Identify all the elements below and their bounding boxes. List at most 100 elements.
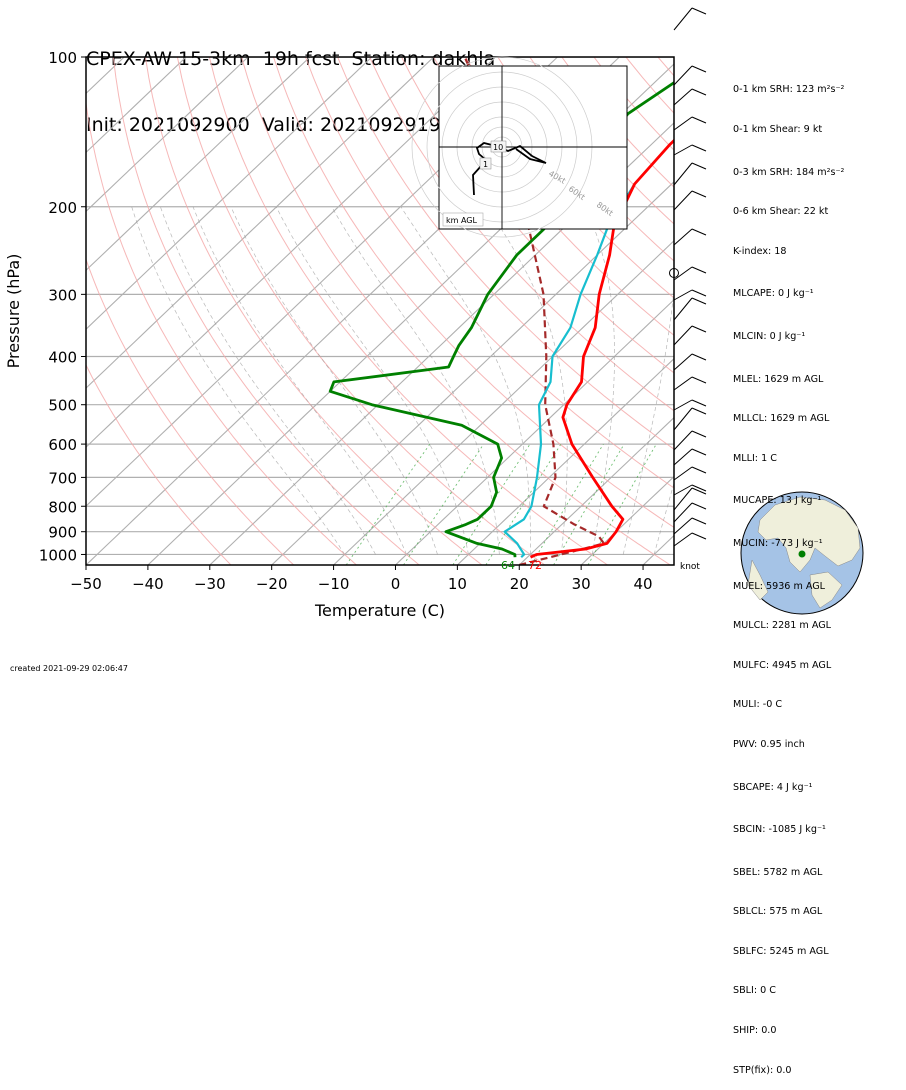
x-tick-label: −30 xyxy=(194,575,226,593)
param-mlcin: MLCIN: 0 J kg⁻¹ xyxy=(733,330,844,343)
wind-barb-flag xyxy=(692,488,706,494)
wind-barb-shaft xyxy=(674,488,692,510)
wind-barb-flag xyxy=(692,408,706,414)
wind-barb xyxy=(674,377,706,390)
param-srh-01: 0-1 km SRH: 123 m²s⁻² xyxy=(733,83,844,96)
wind-barb-shaft xyxy=(674,145,692,155)
param-mucin: MUCIN: -773 J kg⁻¹ xyxy=(733,537,844,550)
y-tick-label: 800 xyxy=(48,498,77,516)
wind-unit-label: knot xyxy=(680,562,700,572)
moist-adiabat-line xyxy=(332,207,500,555)
y-tick-label: 400 xyxy=(48,349,77,367)
wind-barb-flag xyxy=(692,117,706,123)
param-mlcape: MLCAPE: 0 J kg⁻¹ xyxy=(733,287,844,300)
wind-barb-flag xyxy=(692,467,706,473)
param-sbel: SBEL: 5782 m AGL xyxy=(733,866,844,879)
x-tick-label: −10 xyxy=(318,575,350,593)
param-mucape: MUCAPE: 13 J kg⁻¹ xyxy=(733,494,844,507)
wind-barb xyxy=(674,8,706,30)
param-sbcin: SBCIN: -1085 J kg⁻¹ xyxy=(733,823,844,836)
wind-barb-flag xyxy=(692,163,706,169)
surface-temperature-label: 72 xyxy=(528,559,542,572)
y-tick-label: 900 xyxy=(48,524,77,542)
param-muli: MULI: -0 C xyxy=(733,698,844,711)
wind-barb xyxy=(674,431,706,450)
y-tick-label: 1000 xyxy=(39,546,77,564)
wind-barb-shaft xyxy=(674,8,692,30)
param-sblcl: SBLCL: 575 m AGL xyxy=(733,905,844,918)
y-tick-label: 100 xyxy=(48,49,77,67)
isotherm-line xyxy=(0,57,310,565)
wind-barb-shaft xyxy=(674,229,692,245)
wind-barb-flag xyxy=(692,298,706,304)
wind-barb-flag xyxy=(692,290,706,296)
mixing-ratio-line xyxy=(404,444,484,565)
wind-barb xyxy=(674,354,706,370)
wind-barb-shaft xyxy=(674,117,692,130)
wind-barb xyxy=(674,89,706,105)
x-tick-label: −40 xyxy=(132,575,164,593)
param-mlli: MLLI: 1 C xyxy=(733,452,844,465)
param-ship: SHIP: 0.0 xyxy=(733,1024,844,1037)
wind-barb xyxy=(674,145,706,155)
wind-barb xyxy=(674,298,706,320)
wind-barb-shaft xyxy=(674,290,692,300)
param-muel: MUEL: 5936 m AGL xyxy=(733,580,844,593)
param-k-index: K-index: 18 xyxy=(733,245,844,258)
wind-barb-shaft xyxy=(674,89,692,105)
x-tick-label: 30 xyxy=(572,575,591,593)
wind-barb-shaft xyxy=(674,503,692,522)
wind-barb xyxy=(674,163,706,185)
wind-barb xyxy=(674,290,706,300)
wind-barb-shaft xyxy=(674,298,692,320)
wind-barb-shaft xyxy=(674,354,692,370)
wind-barb-flag xyxy=(692,431,706,437)
wind-barb-flag xyxy=(692,89,706,95)
parameter-list: 0-1 km SRH: 123 m²s⁻² 0-1 km Shear: 9 kt… xyxy=(733,57,844,1090)
param-shear-06: 0-6 km Shear: 22 kt xyxy=(733,205,844,218)
param-mulfc: MULFC: 4945 m AGL xyxy=(733,659,844,672)
wind-barb-shaft xyxy=(674,533,692,546)
wind-barb-shaft xyxy=(674,400,692,410)
param-shear-01: 0-1 km Shear: 9 kt xyxy=(733,123,844,136)
wind-barb-flag xyxy=(692,326,706,332)
wind-barb-shaft xyxy=(674,191,692,210)
y-tick-label: 200 xyxy=(48,199,77,217)
wind-barb-flag xyxy=(692,66,706,72)
param-sblfc: SBLFC: 5245 m AGL xyxy=(733,945,844,958)
wind-barb-flag xyxy=(692,267,706,273)
wind-barb xyxy=(674,66,706,85)
dry-adiabat-line xyxy=(113,57,419,565)
x-tick-label: 10 xyxy=(448,575,467,593)
wind-barb-flag xyxy=(692,400,706,406)
isotherm-line xyxy=(0,57,186,565)
x-tick-label: 20 xyxy=(510,575,529,593)
isotherm-line xyxy=(0,57,372,565)
y-tick-label: 500 xyxy=(48,397,77,415)
wind-barb-shaft xyxy=(674,449,692,465)
wind-barb-shaft xyxy=(674,377,692,390)
isotherm-line xyxy=(0,57,496,565)
wind-barb-shaft xyxy=(674,163,692,185)
wind-barb-shaft xyxy=(674,408,692,430)
wind-barb xyxy=(674,326,706,345)
wind-barb-flag xyxy=(692,503,706,509)
wind-barb-flag xyxy=(692,145,706,151)
wind-barb-flag xyxy=(692,377,706,383)
isotherm-line xyxy=(0,57,1,565)
moist-adiabat-line xyxy=(193,207,407,555)
wind-barb-shaft xyxy=(674,485,692,495)
x-tick-label: −20 xyxy=(256,575,288,593)
wind-barb xyxy=(674,449,706,465)
param-sbli: SBLI: 0 C xyxy=(733,984,844,997)
wind-barb xyxy=(674,533,706,546)
hodograph-height-label: 1 xyxy=(483,160,488,169)
wind-barb xyxy=(674,400,706,410)
param-sbcape: SBCAPE: 4 J kg⁻¹ xyxy=(733,781,844,794)
wind-barb-flag xyxy=(692,485,706,491)
y-axis-label: Pressure (hPa) xyxy=(4,254,23,369)
x-tick-label: 0 xyxy=(391,575,401,593)
moist-adiabat-line xyxy=(623,207,677,555)
isotherm-line xyxy=(0,57,434,565)
moist-adiabat-line xyxy=(132,207,345,555)
